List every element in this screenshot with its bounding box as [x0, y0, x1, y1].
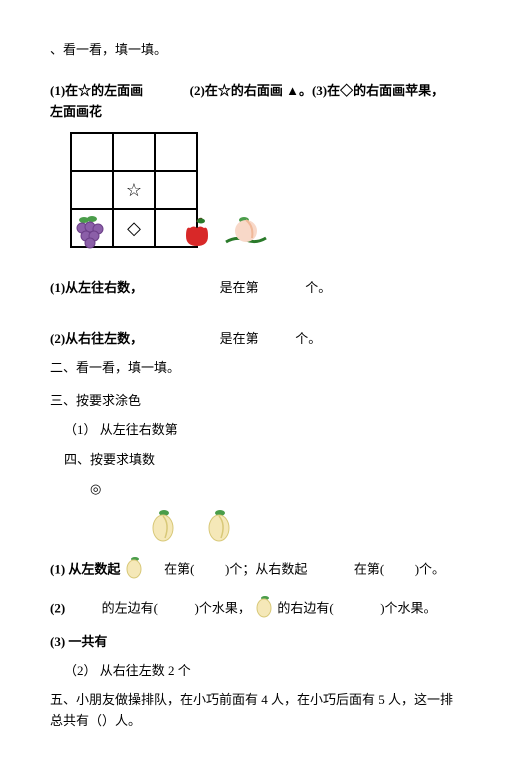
s2-l1a: (1)从左往右数，: [50, 280, 143, 295]
s2-l2b: 是在第: [220, 331, 259, 346]
s4-q3-text: (3) 一共有: [50, 634, 107, 649]
peach-icon: [224, 216, 268, 255]
apple-icon: [182, 216, 212, 255]
s4-title: 四、按要求填数: [64, 450, 455, 471]
grid-diamond-cell: ◇: [113, 209, 155, 247]
s4-q1: (1) 从左数起 在第( )个；从右数起 在第( )个。: [50, 555, 455, 586]
s4-q2c: )个水果，: [195, 600, 251, 615]
mango-icon-1: [150, 508, 176, 549]
fruit-row: [150, 508, 455, 549]
s4-q2b: 的左边有(: [102, 600, 158, 615]
s2-l1c: 个。: [305, 280, 331, 295]
s2-line1: (1)从左往右数， 是在第 个。: [50, 278, 455, 299]
s4-q1c: )个；从右数起: [225, 561, 307, 576]
q1-line: (1)在☆的左面画 (2)在☆的右面画 ▲。(3)在◇的右面画苹果，左面画花: [50, 81, 455, 123]
s3-title: 三、按要求涂色: [50, 391, 455, 412]
s4-q4: （2） 从右往左数 2 个: [64, 661, 455, 682]
s4-q2e: )个水果。: [380, 600, 436, 615]
s4-q1a: (1) 从左数起: [50, 561, 120, 576]
grid-figure: ☆ ◇: [70, 132, 455, 248]
s4-q1d: 在第(: [354, 561, 384, 576]
s4-q2a: (2): [50, 600, 65, 615]
mango-icon-2: [206, 508, 232, 549]
grape-icon: [72, 214, 106, 257]
mango-icon-small-2: [254, 594, 274, 625]
s4-circ: ◎: [90, 479, 455, 500]
s2-l1b: 是在第: [220, 280, 259, 295]
s4-q2: (2) 的左边有( )个水果， 的右边有( )个水果。: [50, 594, 455, 625]
q1-part1: (1)在☆的左面画: [50, 83, 143, 98]
s4-q1b: 在第(: [164, 561, 194, 576]
s3-l1: （1） 从左往右数第: [64, 420, 455, 441]
page-title: 、看一看，填一填。: [50, 40, 455, 61]
s4-q1e: )个。: [415, 561, 445, 576]
s2-l2a: (2)从右往左数，: [50, 331, 143, 346]
s2-l2c: 个。: [295, 331, 321, 346]
grid-star-cell: ☆: [113, 171, 155, 209]
s5-text: 五、小朋友做操排队，在小巧前面有 4 人，在小巧后面有 5 人，这一排总共有（）…: [50, 690, 455, 732]
s4-q3: (3) 一共有: [50, 632, 455, 653]
s2-line3: 二、看一看，填一填。: [50, 358, 455, 379]
mango-icon-small-1: [124, 555, 144, 586]
s4-q2d: 的右边有(: [277, 600, 333, 615]
s2-line2: (2)从右往左数， 是在第 个。: [50, 329, 455, 350]
